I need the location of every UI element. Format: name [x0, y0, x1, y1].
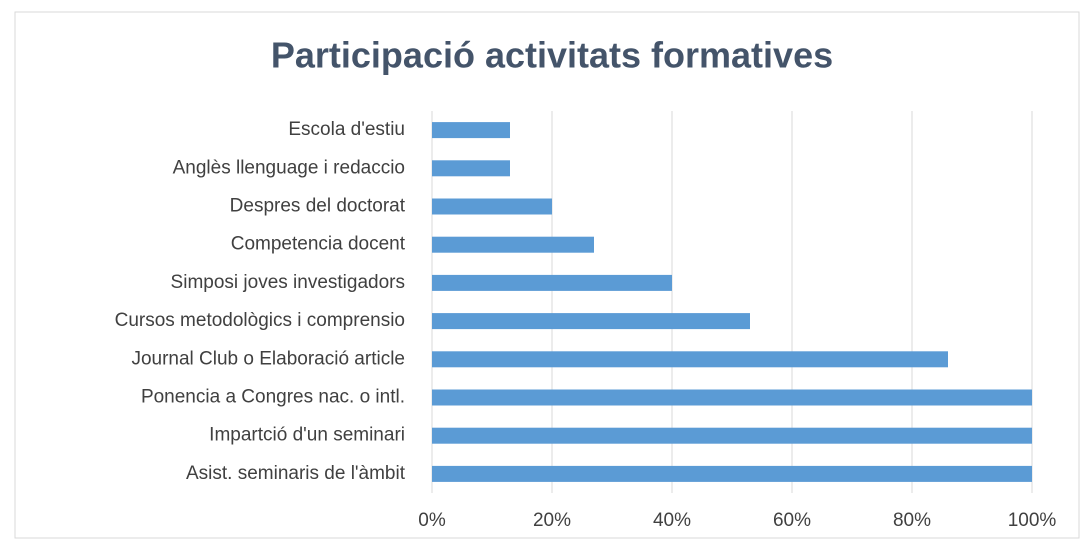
- y-tick-label: Simposi joves investigadors: [171, 272, 405, 293]
- bar: [432, 122, 510, 139]
- x-tick-label: 80%: [893, 510, 931, 531]
- bar: [432, 198, 552, 215]
- x-tick-label: 60%: [773, 510, 811, 531]
- y-tick-label: Ponencia a Congres nac. o intl.: [141, 387, 405, 408]
- bar: [432, 160, 510, 177]
- y-tick-label: Cursos metodològics i comprensio: [115, 310, 405, 331]
- y-tick-label: Journal Club o Elaboració article: [131, 348, 405, 369]
- x-tick-label: 20%: [533, 510, 571, 531]
- bar: [432, 427, 1032, 444]
- y-tick-label: Anglès llenguage i redaccio: [173, 157, 405, 178]
- bar: [432, 274, 672, 291]
- y-tick-label: Competencia docent: [231, 234, 406, 255]
- x-tick-label: 0%: [418, 510, 446, 531]
- bar: [432, 351, 948, 368]
- chart-title: Participació activitats formatives: [271, 35, 833, 76]
- y-tick-label: Impartció d'un seminari: [209, 425, 405, 446]
- bar: [432, 465, 1032, 482]
- bar: [432, 236, 594, 253]
- y-tick-label: Despres del doctorat: [230, 196, 406, 217]
- bar: [432, 389, 1032, 406]
- x-tick-label: 40%: [653, 510, 691, 531]
- y-tick-label: Asist. seminaris de l'àmbit: [186, 463, 406, 484]
- bar: [432, 313, 750, 330]
- y-tick-label: Escola d'estiu: [288, 119, 405, 140]
- x-tick-label: 100%: [1008, 510, 1057, 531]
